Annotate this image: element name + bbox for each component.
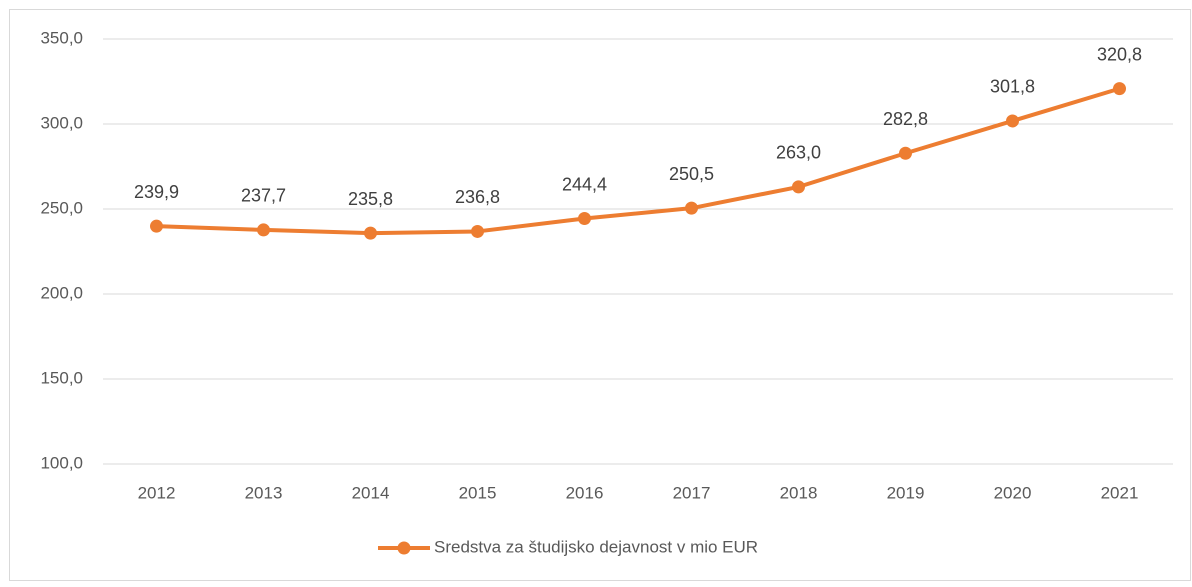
x-tick-label: 2017 — [673, 483, 711, 502]
data-point — [899, 146, 912, 160]
legend-label: Sredstva za študijsko dejavnost v mio EU… — [434, 537, 758, 556]
data-label: 244,4 — [562, 174, 607, 194]
y-tick-label: 350,0 — [40, 28, 83, 47]
chart-frame — [9, 9, 1191, 581]
data-point — [257, 223, 270, 237]
data-label: 239,9 — [134, 182, 179, 202]
legend-marker — [397, 541, 411, 555]
data-point — [685, 201, 698, 215]
series-line — [154, 86, 1122, 236]
x-tick-label: 2013 — [245, 483, 283, 502]
x-tick-label: 2012 — [138, 483, 176, 502]
data-point — [471, 224, 484, 238]
data-label: 282,8 — [883, 109, 928, 129]
x-tick-label: 2021 — [1101, 483, 1139, 502]
x-tick-label: 2014 — [352, 483, 390, 502]
y-tick-label: 150,0 — [40, 368, 83, 387]
data-label: 250,5 — [669, 164, 714, 184]
x-tick-label: 2020 — [994, 483, 1032, 502]
data-point — [578, 212, 591, 226]
y-tick-label: 250,0 — [40, 198, 83, 217]
x-tick-label: 2018 — [780, 483, 818, 502]
y-tick-label: 100,0 — [40, 453, 83, 472]
data-point — [1113, 82, 1126, 96]
data-label: 263,0 — [776, 143, 821, 163]
data-label: 235,8 — [348, 189, 393, 209]
data-label: 320,8 — [1097, 44, 1142, 64]
x-tick-label: 2019 — [887, 483, 925, 502]
data-label: 301,8 — [990, 77, 1035, 97]
data-label: 237,7 — [241, 186, 286, 206]
x-tick-label: 2016 — [566, 483, 604, 502]
data-point — [364, 226, 377, 240]
data-point — [792, 180, 805, 194]
y-tick-label: 300,0 — [40, 113, 83, 132]
y-tick-label: 200,0 — [40, 283, 83, 302]
data-label: 236,8 — [455, 187, 500, 207]
data-point — [1006, 114, 1019, 128]
data-point — [150, 219, 163, 233]
x-tick-label: 2015 — [459, 483, 497, 502]
